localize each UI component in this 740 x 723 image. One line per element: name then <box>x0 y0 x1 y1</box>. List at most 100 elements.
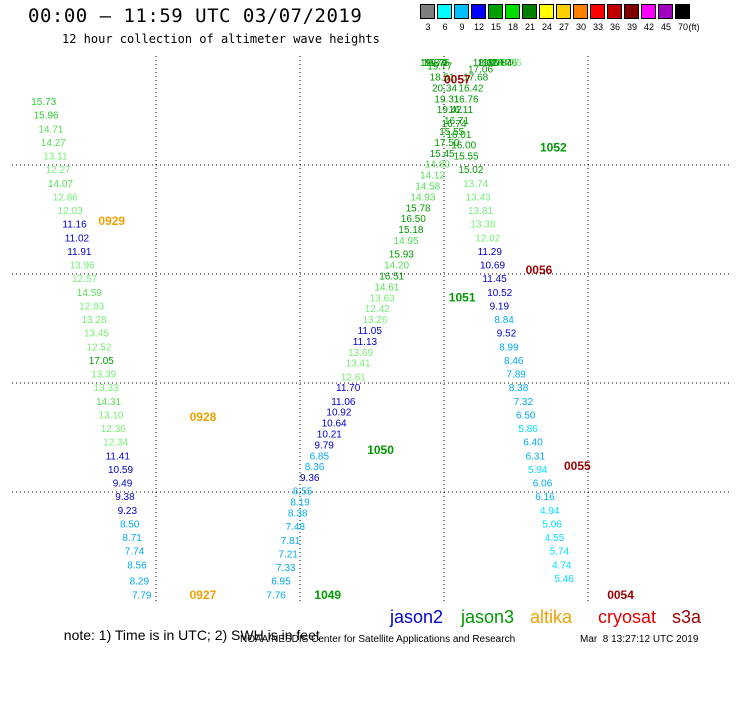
swh-value-label: 4.94 <box>540 506 560 517</box>
swh-value-label: 13.81 <box>468 206 493 217</box>
swh-value-label: 7.76 <box>266 590 286 601</box>
swh-value-label: 13.74 <box>463 179 488 190</box>
swh-value-label: 13.63 <box>370 293 395 304</box>
pass-time-label: 1050 <box>367 443 394 457</box>
swh-value-label: 8.55 <box>293 487 313 498</box>
swh-value-label: 19.77 <box>427 62 452 73</box>
colorbar-swatch <box>590 4 605 19</box>
swh-value-label: 15.18 <box>398 225 423 236</box>
pass-time-label: 0057 <box>444 72 471 86</box>
swh-value-label: 15.73 <box>31 97 56 108</box>
swh-value-label: 5.46 <box>554 574 574 585</box>
swh-value-label: 12.61 <box>341 372 366 383</box>
colorbar-label: 21 <box>524 22 535 32</box>
swh-value-label: 9.79 <box>314 440 334 451</box>
legend-altika: altika <box>530 607 573 627</box>
swh-value-label: 13.75 <box>497 58 522 69</box>
pass-time-label: 0056 <box>526 263 553 277</box>
swh-value-label: 10.64 <box>322 419 347 430</box>
colorbar-label: 15 <box>490 22 501 32</box>
swh-value-label: 18.37 <box>473 58 498 69</box>
swh-value-label: 15.55 <box>439 127 464 138</box>
swh-value-label: 15.78 <box>406 203 431 214</box>
swh-value-label: 16.71 <box>444 116 469 127</box>
colorbar-swatch <box>539 4 554 19</box>
colorbar-swatch <box>624 4 639 19</box>
colorbar-swatch <box>505 4 520 19</box>
swh-value-label: 7.32 <box>514 397 534 408</box>
colorbar-label: 24 <box>541 22 552 32</box>
swh-value-label: 16.01 <box>446 130 471 141</box>
swh-value-label: 14.31 <box>96 397 121 408</box>
swh-value-label: 10.52 <box>487 288 512 299</box>
swh-value-label: 7.89 <box>506 370 526 381</box>
swh-value-label: 14.20 <box>384 261 409 272</box>
swh-value-label: 16.76 <box>454 94 479 105</box>
pass-time-label: 0927 <box>190 588 217 601</box>
swh-value-label: 5.06 <box>542 519 562 530</box>
swh-value-label: 11.29 <box>478 247 503 258</box>
swh-value-label: 13.96 <box>70 261 95 272</box>
colorbar-label: 27 <box>558 22 569 32</box>
legend-jason3: jason3 <box>461 607 515 627</box>
swh-value-label: 17.50 <box>434 138 459 149</box>
pass-time-label: 0054 <box>607 588 634 601</box>
swh-value-label: 9.36 <box>300 473 320 484</box>
swh-value-label: 14.12 <box>420 171 445 182</box>
colorbar-label: 36 <box>609 22 620 32</box>
swh-value-label: 13.38 <box>470 220 495 231</box>
colorbar-label: 70 <box>677 22 688 32</box>
swh-value-label: 7.33 <box>276 563 296 574</box>
swh-value-label: 19.79 <box>422 58 447 69</box>
swh-value-label: 19.28 <box>478 58 503 69</box>
legend-jason2: jason2 <box>390 607 444 627</box>
footer-credit: NOAA/NESDIS Center for Satellite Applica… <box>240 634 516 645</box>
swh-value-label: 6.85 <box>310 451 330 462</box>
legend-s3a: s3a <box>672 607 702 627</box>
pass-time-label: 1052 <box>540 140 567 154</box>
colorbar-swatch <box>454 4 469 19</box>
swh-value-label: 4.55 <box>545 533 565 544</box>
swh-value-label: 13.39 <box>91 370 116 381</box>
swh-value-label: 6.16 <box>535 492 555 503</box>
swh-value-label: 8.50 <box>120 519 140 530</box>
swh-value-label: 12.83 <box>79 301 104 312</box>
swh-value-label: 19.87 <box>420 58 445 69</box>
footer-timestamp: Mar 8 13:27:12 UTC 2019 <box>580 634 699 645</box>
swh-value-label: 17.06 <box>468 64 493 75</box>
colorbar-label: 30 <box>575 22 586 32</box>
swh-value-label: 12.57 <box>72 274 97 285</box>
swh-value-label: 12.36 <box>101 424 126 435</box>
swh-value-label: 9.23 <box>118 506 138 517</box>
swh-value-label: 14.07 <box>48 179 73 190</box>
swh-value-label: 10.59 <box>108 465 133 476</box>
swh-value-label: 12.03 <box>58 206 83 217</box>
swh-value-label: 8.36 <box>305 462 325 473</box>
swh-value-label: 12.52 <box>86 342 111 353</box>
swh-value-label: 9.38 <box>115 492 135 503</box>
swh-value-label: 12.34 <box>103 438 128 449</box>
colorbar-label: 18 <box>507 22 518 32</box>
swh-value-label: 13.41 <box>346 359 371 370</box>
colorbar-label: 45 <box>660 22 671 32</box>
swh-value-label: 11.16 <box>62 220 87 231</box>
swh-value-label: 6.95 <box>271 577 291 588</box>
swh-value-label: 11.06 <box>331 397 356 408</box>
swh-value-label: 19.42 <box>437 105 462 116</box>
colorbar-swatch <box>573 4 588 19</box>
swh-value-label: 14.71 <box>38 124 63 135</box>
colorbar-swatch <box>658 4 673 19</box>
legend-cryosat: cryosat <box>598 607 657 627</box>
swh-value-label: 14.58 <box>415 182 440 193</box>
pass-time-label: 1049 <box>314 588 341 601</box>
swh-value-label: 17.68 <box>463 73 488 84</box>
colorbar-swatch <box>471 4 486 19</box>
swh-value-label: 16.84 <box>487 58 512 69</box>
colorbar-swatch <box>437 4 452 19</box>
pass-time-label: 0928 <box>190 410 217 424</box>
swh-value-label: 11.13 <box>353 337 378 348</box>
swh-value-label: 8.56 <box>127 560 147 571</box>
swh-value-label: 15.55 <box>454 152 479 163</box>
swh-value-label: 10.92 <box>326 408 351 419</box>
colorbar-swatch <box>675 4 690 19</box>
